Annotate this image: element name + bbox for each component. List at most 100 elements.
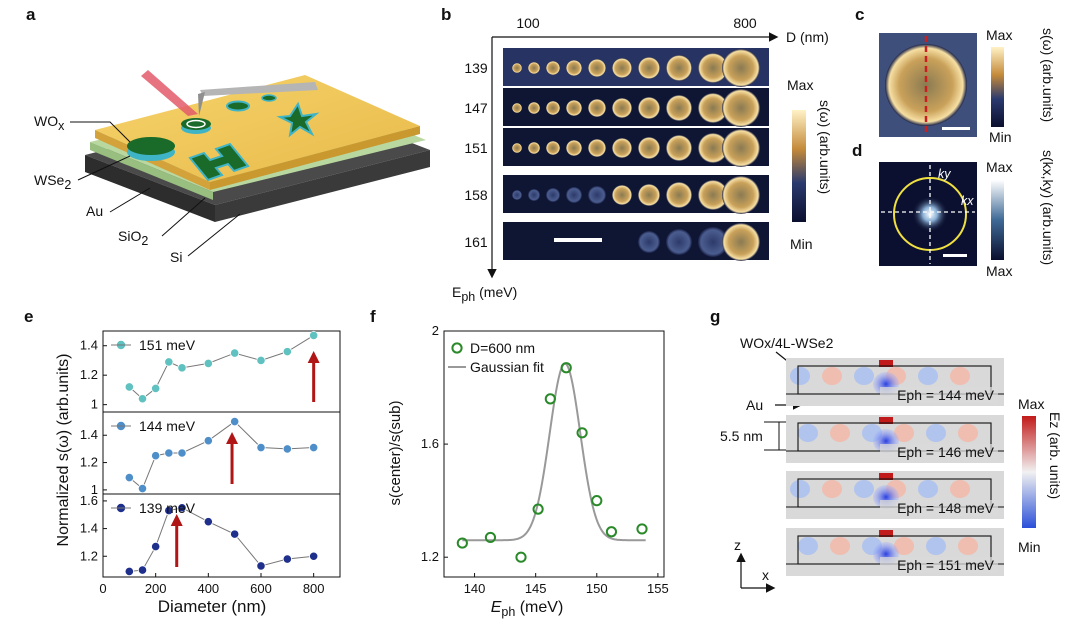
e-point — [282, 554, 292, 564]
scale-bar-b — [554, 238, 602, 242]
colorbar-g — [1022, 416, 1036, 528]
snom-disk — [638, 97, 660, 119]
g-field-lobe — [950, 480, 970, 498]
e-point — [309, 551, 319, 561]
snom-row-label: 147 — [464, 100, 488, 116]
g-gap-label: 5.5 nm — [720, 428, 763, 444]
f-data-point — [605, 526, 618, 538]
g-field-lobe — [822, 367, 842, 385]
chart-f: s(center)/s(sub) Eph (meV) 140 145 150 155 1… — [387, 323, 669, 619]
snom-row-label: 158 — [464, 187, 488, 203]
e-point — [309, 330, 319, 341]
e-point — [256, 355, 266, 366]
cbar-c-min: Min — [989, 129, 1012, 145]
snom-disk — [666, 182, 692, 208]
e-point — [256, 442, 266, 453]
snom-image-rows — [503, 48, 769, 261]
e-ytick-label: 1.4 — [80, 338, 98, 353]
e-point — [230, 529, 240, 539]
g-field-lobe — [854, 367, 874, 385]
cbar-g-label: Ez (arb. units) — [1047, 412, 1063, 499]
d-scale-bar — [943, 254, 967, 257]
cbar-d-min: Max — [986, 263, 1012, 279]
snom-disk — [698, 53, 728, 83]
f-xlabel-sub: ph — [501, 605, 515, 619]
snom-disk — [666, 135, 692, 161]
snom-disk — [612, 185, 632, 205]
f-ytick-label: 2 — [432, 323, 439, 338]
panel-d: ky kx Max Max s(kx,ky) (arb.units) — [879, 150, 1056, 279]
svg-text:WOx: WOx — [34, 113, 65, 133]
snom-disk — [566, 140, 582, 156]
g-field-lobe — [950, 367, 970, 385]
snom-row-label: 151 — [464, 140, 488, 156]
f-legend-marker — [451, 342, 463, 354]
si-leader — [187, 213, 241, 257]
si-front — [215, 150, 430, 222]
au-leader — [109, 187, 151, 213]
snom-disk — [512, 190, 522, 200]
e-arrow-head — [226, 432, 239, 444]
svg-text:Eph (meV): Eph (meV) — [452, 284, 517, 304]
f-ylabel: s(center)/s(sub) — [387, 400, 404, 505]
cbar-d-label: s(kx,ky) (arb.units) — [1040, 150, 1056, 265]
panel-label-b: b — [441, 5, 451, 24]
snom-disk — [722, 49, 760, 87]
label-sio2: SiO — [118, 228, 141, 244]
e-xlabel: Diameter (nm) — [158, 597, 267, 616]
snom-disk — [512, 143, 522, 153]
e-ytick-label: 1.2 — [80, 455, 98, 470]
f-xtick-label: 140 — [464, 581, 486, 596]
g-label-bg — [880, 444, 998, 460]
label-si: Si — [170, 249, 182, 265]
e-frame — [102, 493, 341, 578]
f-xlabel-main: E — [491, 599, 502, 616]
cbar-b-max: Max — [787, 77, 813, 93]
e-ytick-label: 1 — [91, 482, 98, 497]
f-data-point — [591, 495, 603, 507]
snom-disk — [566, 60, 582, 76]
cbar-b-min: Min — [790, 236, 813, 252]
g-field-lobe — [926, 424, 946, 442]
e-xtick-label: 400 — [197, 581, 219, 596]
g-label-bg — [880, 557, 998, 573]
e-point — [137, 483, 148, 494]
colorbar-d — [991, 180, 1004, 260]
g-row-label: Eph = 146 meV — [897, 444, 995, 460]
au-front — [210, 126, 420, 190]
snom-disk — [588, 99, 606, 117]
snom-disk — [512, 103, 522, 113]
f-data-point — [532, 503, 544, 515]
g-field-lobe — [790, 367, 810, 385]
g-field-lobe — [958, 424, 978, 442]
snom-disk — [546, 101, 560, 115]
snom-disk — [512, 63, 522, 73]
snom-disk — [698, 180, 728, 210]
laser-beam — [141, 70, 198, 116]
g-x-label: x — [762, 567, 769, 583]
snom-disk — [722, 129, 760, 167]
snom-disk — [722, 89, 760, 127]
f-data-point — [544, 393, 556, 405]
g-z-label: z — [734, 537, 741, 553]
wse2-leader — [77, 155, 131, 181]
g-top-label: WOx/4L-WSe2 — [740, 335, 834, 351]
snom-disk — [698, 227, 728, 257]
f-data-point — [456, 537, 468, 549]
f-data-point — [576, 427, 588, 439]
field-map-rows: Eph = 144 meV Eph = 146 meV Eph = 148 meV E… — [786, 358, 1004, 576]
g-row-label: Eph = 148 meV — [897, 500, 995, 516]
e-arrow-head — [170, 514, 183, 526]
snom-disk — [666, 95, 692, 121]
e-series-line — [129, 420, 314, 490]
e-point — [124, 382, 134, 392]
snom-disk — [546, 141, 560, 155]
f-legend-data: D=600 nm — [470, 340, 535, 356]
e-axis-sub: ph — [461, 290, 475, 304]
snom-disk — [612, 98, 632, 118]
e-ytick-label: 1 — [91, 397, 98, 412]
e-legend-label: 144 meV — [139, 418, 196, 434]
g-field-lobe — [798, 537, 818, 555]
snom-row-label: 139 — [464, 60, 488, 76]
